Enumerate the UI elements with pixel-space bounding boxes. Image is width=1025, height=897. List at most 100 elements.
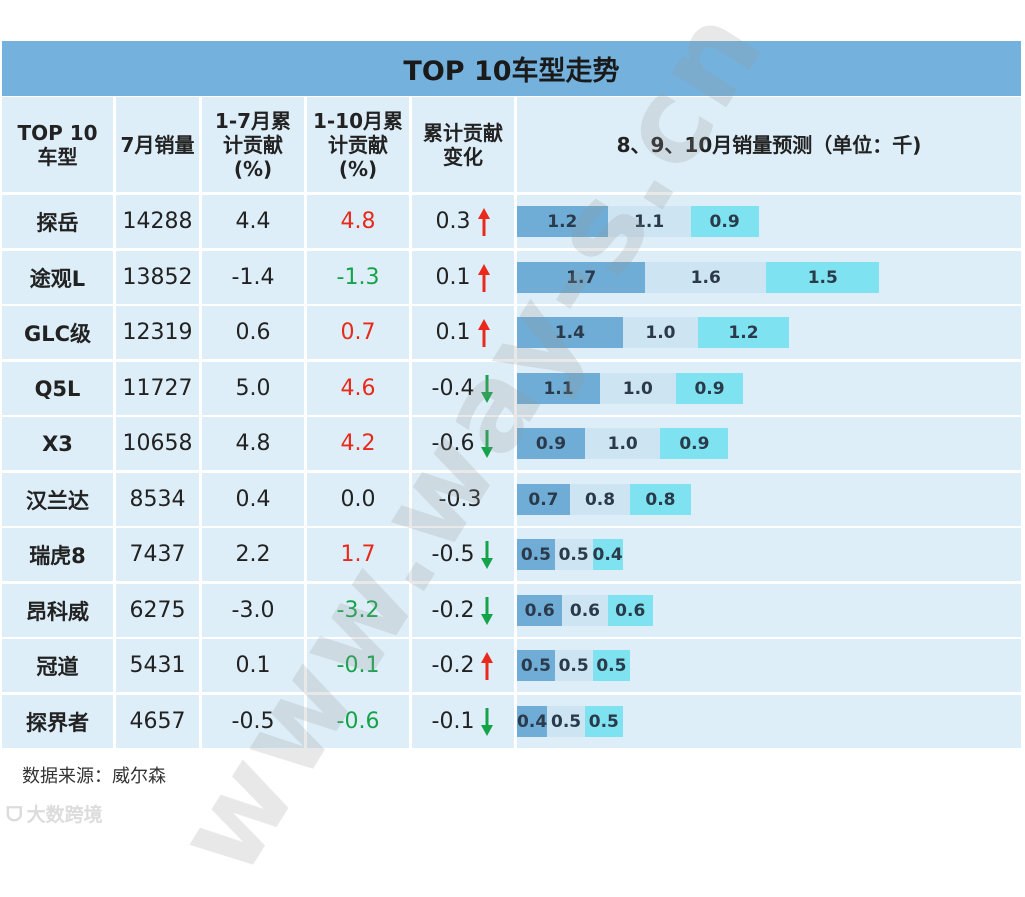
arrow-down-icon [481,374,494,403]
cell-change: 0.1 [412,306,514,359]
cell-jan-oct: 4.6 [307,362,409,415]
cell-model: GLC级 [2,306,113,359]
forecast-bar: 0.9 [675,373,744,404]
forecast-bar: 0.5 [547,706,585,737]
forecast-bar: 0.5 [554,539,593,570]
cell-model: 探界者 [2,695,113,748]
forecast-bar: 0.6 [517,595,563,626]
change-value: -0.2 [431,653,475,678]
cell-jan-oct: 4.2 [307,417,409,470]
cell-jan-jul: 4.4 [202,195,304,248]
forecast-cell: 1.2 1.1 0.9 [517,195,1021,248]
cell-jan-oct: -0.6 [307,695,409,748]
cell-july-sales: 7437 [116,528,199,581]
cell-july-sales: 6275 [116,584,199,637]
arrow-up-icon [477,318,490,347]
cell-change: -0.2 [412,639,514,692]
forecast-bar: 1.6 [645,262,767,293]
cell-change: -0.5 [412,528,514,581]
forecast-bar: 1.5 [766,262,880,293]
cell-jan-oct: -1.3 [307,251,409,304]
arrow-down-icon [481,707,494,736]
forecast-bar: 1.1 [607,206,691,237]
cell-jan-oct: 1.7 [307,528,409,581]
arrow-up-icon [477,207,490,236]
arrow-down-icon [481,596,494,625]
cell-change: -0.4 [412,362,514,415]
cell-jan-jul: 0.1 [202,639,304,692]
cell-jan-jul: 4.8 [202,417,304,470]
table-title: TOP 10车型走势 [2,41,1021,96]
change-value: -0.5 [431,542,475,567]
forecast-bar: 0.9 [690,206,759,237]
header-july-sales: 7月销量 [116,97,199,192]
arrow-down-icon [481,540,494,569]
forecast-cell: 1.7 1.6 1.5 [517,251,1021,304]
change-value: -0.6 [431,431,475,456]
forecast-bar: 0.8 [569,484,631,515]
cell-jan-oct: -0.1 [307,639,409,692]
arrow-up-icon [481,651,494,680]
cell-jan-jul: 0.6 [202,306,304,359]
cell-jan-jul: 0.4 [202,473,304,526]
change-value: 0.3 [435,209,471,234]
cell-jan-jul: -3.0 [202,584,304,637]
forecast-bar: 0.4 [517,706,548,737]
cell-jan-jul: 5.0 [202,362,304,415]
cell-jan-jul: -0.5 [202,695,304,748]
logo-text: 大数跨境 [26,804,103,826]
header-forecast: 8、9、10月销量预测（单位：千) [517,97,1021,192]
header-model: TOP 10 车型 [2,97,113,192]
change-value: -0.1 [431,709,475,734]
arrow-down-icon [481,429,494,458]
forecast-bar: 0.5 [517,650,555,681]
forecast-bar: 1.2 [517,206,608,237]
cell-july-sales: 12319 [116,306,199,359]
forecast-bar: 1.0 [584,428,661,459]
header-jan-oct: 1-10月累 计贡献 (%) [307,97,409,192]
forecast-bar: 0.5 [554,650,593,681]
cell-change: 0.3 [412,195,514,248]
cell-model: Q5L [2,362,113,415]
change-value: 0.1 [435,320,471,345]
cell-july-sales: 11727 [116,362,199,415]
forecast-cell: 0.9 1.0 0.9 [517,417,1021,470]
change-value: -0.2 [431,598,475,623]
cell-jan-oct: 0.0 [307,473,409,526]
cell-jan-jul: -1.4 [202,251,304,304]
forecast-bar: 1.0 [600,373,676,404]
cell-model: X3 [2,417,113,470]
cell-model: 瑞虎8 [2,528,113,581]
forecast-bar: 0.7 [517,484,570,515]
cell-change: -0.6 [412,417,514,470]
forecast-cell: 1.4 1.0 1.2 [517,306,1021,359]
forecast-bar: 0.9 [660,428,729,459]
forecast-bar: 0.4 [592,539,623,570]
logo-icon: ᗜ [6,801,23,826]
cell-change: -0.2 [412,584,514,637]
cell-model: 冠道 [2,639,113,692]
cell-change: 0.1 [412,251,514,304]
forecast-bar: 1.1 [517,373,601,404]
forecast-bar: 1.7 [517,262,646,293]
forecast-bar: 0.5 [517,539,555,570]
arrow-up-icon [477,263,490,292]
forecast-bar: 0.5 [584,706,623,737]
cell-jan-oct: 0.7 [307,306,409,359]
cell-jan-oct: 4.8 [307,195,409,248]
cell-july-sales: 8534 [116,473,199,526]
cell-july-sales: 14288 [116,195,199,248]
change-value: 0.1 [435,265,471,290]
forecast-cell: 1.1 1.0 0.9 [517,362,1021,415]
change-value: -0.3 [438,487,482,512]
cell-model: 途观L [2,251,113,304]
header-jan-jul: 1-7月累 计贡献 (%) [202,97,304,192]
cell-jan-jul: 2.2 [202,528,304,581]
cell-july-sales: 13852 [116,251,199,304]
forecast-cell: 0.7 0.8 0.8 [517,473,1021,526]
forecast-cell: 0.5 0.5 0.4 [517,528,1021,581]
forecast-bar: 0.6 [562,595,608,626]
forecast-bar: 0.9 [517,428,585,459]
forecast-bar: 0.6 [607,595,653,626]
cell-model: 汉兰达 [2,473,113,526]
